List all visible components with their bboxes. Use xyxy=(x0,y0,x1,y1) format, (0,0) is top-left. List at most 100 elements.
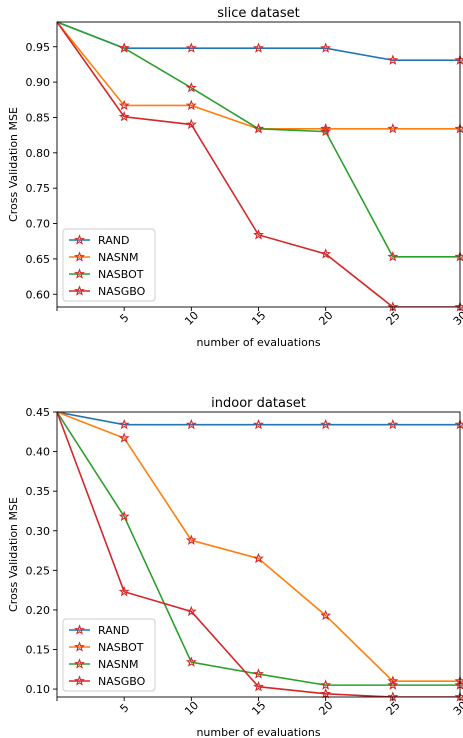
series-line-rand xyxy=(57,411,460,426)
data-point-nasnm-5 xyxy=(118,510,130,522)
data-point-nasbot-25 xyxy=(387,675,399,686)
legend: RAND NASNM NASBOT NASGBO xyxy=(62,228,156,302)
data-point-nasbot-20 xyxy=(320,609,332,621)
x-tick-label: 5 xyxy=(117,701,131,715)
data-point-nasnm-10 xyxy=(185,99,197,111)
data-point-nasnm-25 xyxy=(387,123,399,134)
data-point-nasgbo-10 xyxy=(185,605,197,617)
y-tick-label: 0.25 xyxy=(26,564,51,577)
data-point-nasnm-5 xyxy=(118,99,130,111)
x-tick-label: 25 xyxy=(384,699,403,718)
series-line-nasgbo xyxy=(57,21,460,307)
series-line-rand xyxy=(57,21,460,61)
x-tick-label: 15 xyxy=(249,699,268,718)
data-point-nasbot-10 xyxy=(185,534,197,545)
chart-title: slice dataset xyxy=(217,6,299,21)
data-point-rand-25 xyxy=(387,54,399,65)
y-tick-label: 0.70 xyxy=(26,218,51,231)
data-point-nasbot-20 xyxy=(320,125,332,137)
data-point-nasbot-5 xyxy=(118,42,130,53)
legend-label-rand: RAND xyxy=(98,624,129,637)
data-point-nasbot-15 xyxy=(253,552,264,564)
data-point-nasgbo-5 xyxy=(118,585,130,597)
data-point-nasgbo-5 xyxy=(118,111,130,122)
x-tick-label: 5 xyxy=(117,311,131,325)
legend-label-nasnm: NASNM xyxy=(98,658,138,671)
y-tick-label: 0.15 xyxy=(26,644,51,657)
legend-marker-nasbot xyxy=(74,641,85,652)
data-point-nasgbo-10 xyxy=(185,118,197,130)
chart-panel-1: slice dataset 0.60 0.65 0.70 0.75 0.80 0.85 0.9… xyxy=(7,6,463,349)
legend-marker-rand xyxy=(74,234,85,245)
x-tick-label: 20 xyxy=(316,309,335,328)
y-tick-label: 0.40 xyxy=(26,446,51,459)
y-tick-label: 0.75 xyxy=(26,182,51,195)
legend: RAND NASBOT NASNM NASGBO xyxy=(62,618,156,692)
y-tick-label: 0.35 xyxy=(26,485,51,498)
y-tick-label: 0.80 xyxy=(26,147,51,160)
data-point-nasbot-5 xyxy=(118,432,130,443)
y-tick-label: 0.65 xyxy=(26,253,51,266)
x-axis-label: number of evaluations xyxy=(196,336,320,349)
series-line-nasbot xyxy=(57,21,460,258)
y-tick-label: 0.45 xyxy=(26,406,51,419)
x-tick-label: 10 xyxy=(182,309,201,328)
y-tick-label: 0.85 xyxy=(26,111,51,124)
x-tick-label: 30 xyxy=(451,699,463,718)
y-tick-label: 0.30 xyxy=(26,525,51,538)
data-point-rand-15 xyxy=(253,42,264,53)
y-tick-label: 0.20 xyxy=(26,604,51,617)
legend-label-rand: RAND xyxy=(98,234,129,247)
legend-marker-nasnm xyxy=(74,658,85,669)
legend-label-nasnm: NASNM xyxy=(98,251,138,264)
x-tick-label: 15 xyxy=(249,309,268,328)
data-point-rand-5 xyxy=(118,418,130,430)
legend-label-nasgbo: NASGBO xyxy=(98,285,146,298)
y-tick-label: 0.90 xyxy=(26,76,51,89)
x-tick-label: 30 xyxy=(451,309,463,328)
data-point-nasgbo-20 xyxy=(320,688,332,699)
chart-title: indoor dataset xyxy=(211,396,306,411)
data-point-rand-20 xyxy=(320,42,332,53)
data-point-nasgbo-20 xyxy=(320,248,332,259)
data-point-nasnm-15 xyxy=(253,668,264,679)
data-point-nasgbo-15 xyxy=(253,229,264,240)
data-point-rand-25 xyxy=(387,418,399,430)
data-point-rand-10 xyxy=(185,418,197,430)
legend-marker-rand xyxy=(74,624,85,635)
series-line-nasnm xyxy=(57,411,460,686)
data-point-nasnm-20 xyxy=(320,123,332,134)
data-point-rand-10 xyxy=(185,42,197,53)
y-tick-label: 0.95 xyxy=(26,41,51,54)
legend-label-nasbot: NASBOT xyxy=(98,641,144,654)
x-tick-label: 10 xyxy=(182,699,201,718)
legend-box xyxy=(62,618,156,692)
x-axis-label: number of evaluations xyxy=(196,726,320,738)
series-line-nasgbo xyxy=(57,411,460,697)
data-point-nasnm-20 xyxy=(320,679,332,690)
legend-marker-nasnm xyxy=(74,251,85,262)
legend-marker-nasgbo xyxy=(74,285,85,296)
data-point-nasbot-15 xyxy=(253,123,264,134)
y-tick-label: 0.10 xyxy=(26,683,51,696)
legend-label-nasbot: NASBOT xyxy=(98,268,144,281)
series-line-nasnm xyxy=(57,21,460,130)
y-axis-label: Cross Validation MSE xyxy=(7,107,20,222)
x-tick-label: 20 xyxy=(316,699,335,718)
data-point-rand-20 xyxy=(320,418,332,430)
data-point-nasbot-10 xyxy=(185,82,197,93)
legend-marker-nasgbo xyxy=(74,675,85,686)
data-point-nasnm-25 xyxy=(387,679,399,690)
y-tick-label: 0.60 xyxy=(26,288,51,301)
data-point-nasbot-25 xyxy=(387,251,399,262)
legend-box xyxy=(62,228,156,302)
x-tick-label: 25 xyxy=(384,309,403,328)
data-point-rand-15 xyxy=(253,418,264,430)
legend-label-nasgbo: NASGBO xyxy=(98,675,146,688)
chart-panel-2: indoor dataset 0.10 0.15 0.20 0.25 0.30 0.35 0.… xyxy=(7,396,463,738)
legend-marker-nasbot xyxy=(74,268,85,279)
data-point-nasnm-10 xyxy=(185,656,197,667)
y-axis-label: Cross Validation MSE xyxy=(7,497,20,612)
data-point-nasgbo-15 xyxy=(253,680,264,692)
